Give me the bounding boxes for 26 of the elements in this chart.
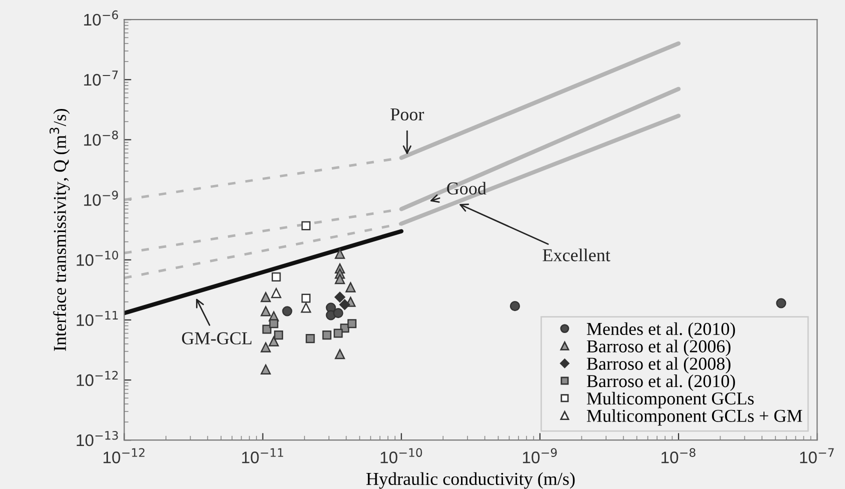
legend-label: Barroso et al (2006) <box>586 340 730 356</box>
legend-label: Multicomponent GCLs <box>586 392 754 408</box>
x-tick-label: 10$^{−10}$ <box>380 448 422 464</box>
x-tick-label: 10$^{−11}$ <box>242 448 284 464</box>
legend-label: Barroso et al (2008) <box>586 357 730 374</box>
y-axis-title: Interface transmissivity, Q (m$^{3}$/s) <box>50 108 70 351</box>
x-tick-label: 10$^{−8}$ <box>662 448 696 464</box>
annotation: Good <box>447 182 486 195</box>
annotation: GM-GCL <box>182 332 252 344</box>
y-tick-label: 10$^{−10}$ <box>76 250 118 266</box>
y-tick-label: 10$^{−8}$ <box>84 130 118 146</box>
y-tick-label: 10$^{−9}$ <box>84 190 118 206</box>
y-tick-label: 10$^{−6}$ <box>84 10 118 26</box>
y-tick-label: 10$^{−13}$ <box>76 430 118 446</box>
x-tick-label: 10$^{−7}$ <box>800 448 834 464</box>
y-tick-label: 10$^{−7}$ <box>84 70 118 86</box>
x-tick-label: 10$^{−9}$ <box>522 448 557 464</box>
legend-label: Multicomponent GCLs + GM <box>586 409 802 426</box>
legend-label: Mendes et al. (2010) <box>586 322 735 339</box>
legend-label: Barroso et al. (2010) <box>586 374 735 391</box>
y-tick-label: 10$^{−11}$ <box>76 310 118 326</box>
y-tick-label: 10$^{−12}$ <box>76 370 118 386</box>
annotation: Poor <box>390 108 424 120</box>
x-axis-title: Hydraulic conductivity (m/s) <box>366 472 575 489</box>
x-tick-label: 10$^{−12}$ <box>104 448 144 464</box>
annotation: Excellent <box>542 248 610 262</box>
